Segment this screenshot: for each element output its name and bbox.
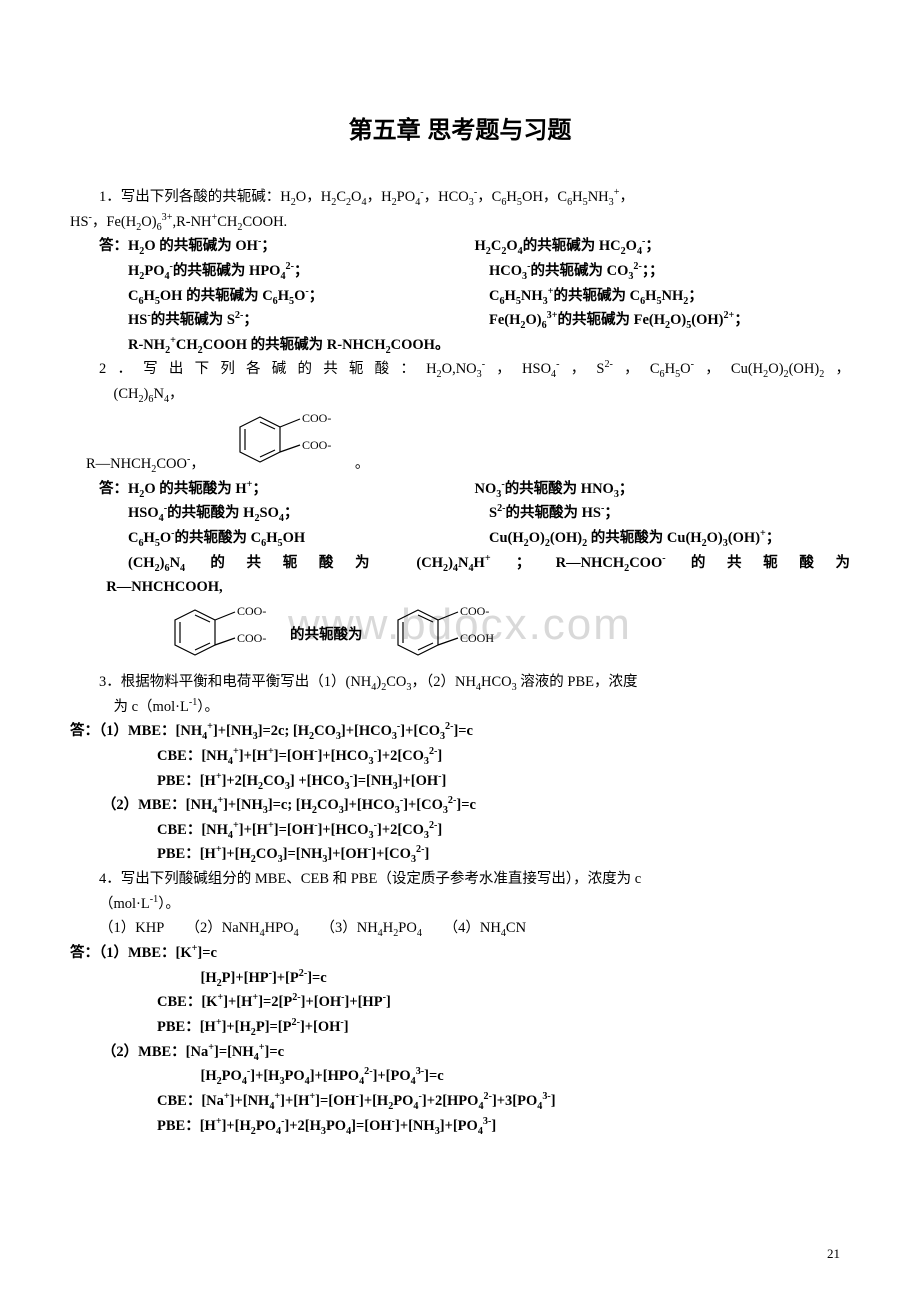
text: H2O 的共轭酸为 H+； [128,481,267,497]
q3-p2-cbe: CBE：[NH4+]+[H+]=[OH-]+[HCO3-]+2[CO32-] [70,818,850,843]
text: S2-的共轭酸为 HS-； [489,501,850,526]
svg-text:COO-: COO- [302,411,331,425]
q3-prompt-line1: 3．根据物料平衡和电荷平衡写出（1）(NH4)2CO3，（2）NH4HCO3 溶… [70,670,850,695]
text: H2O 的共轭碱为 OH-； [128,238,276,254]
text: HS-的共轭碱为 S2-； [128,308,489,333]
text: 。 [355,452,370,477]
document-body: 第五章 思考题与习题 1．写出下列各酸的共轭碱：H2O，H2C2O4，H2PO4… [70,110,850,1138]
q1-ans-row5: R-NH2+CH2COOH 的共轭碱为 R-NHCH2COOH。 [70,333,850,358]
svg-text:COO-: COO- [302,438,331,452]
q2-structure-pair: COO- COO- 的共轭酸为 COO- COOH [70,600,850,670]
q2-structure-row: R―NHCH2COO-， COO- COO- 。 [70,407,850,477]
q4-p1-cbe: CBE：[K+]+[H+]=2[P2-]+[OH-]+[HP-] [70,990,850,1015]
chapter-title: 第五章 思考题与习题 [70,110,850,145]
benzene-dicarboxylate-icon: COO- COO- [150,600,280,670]
q3-p2-pbe: PBE：[H+]+[H2CO3]=[NH3]+[OH-]+[CO32-] [70,842,850,867]
q2-ans-row2: HSO4-的共轭酸为 H2SO4； S2-的共轭酸为 HS-； [70,501,850,526]
q1-ans-row3: C6H5OH 的共轭碱为 C6H5O-； C6H5NH3+的共轭碱为 C6H5N… [70,284,850,309]
q2-ans-row5: R―NHCHCOOH, [70,575,850,600]
text: HCO3-的共轭碱为 CO32-；； [489,259,850,284]
q3-prompt-line2: 为 c（mol·L-1）。 [70,695,850,720]
page-number: 21 [827,1246,840,1262]
q4-prompt-line1: 4．写出下列酸碱组分的 MBE、CEB 和 PBE（设定质子参考水准直接写出），… [70,867,850,892]
q2-prompt-line2: (CH2)6N4， [70,382,850,407]
q4-p1-mbe-a: 答：（1）MBE：[K+]=c [70,941,850,966]
q1-ans-row4: HS-的共轭碱为 S2-； Fe(H2O)63+的共轭碱为 Fe(H2O)5(O… [70,308,850,333]
q3-p2-mbe: （2）MBE：[NH4+]+[NH3]=c; [H2CO3]+[HCO3-]+[… [70,793,850,818]
text: 的共轭酸为 [290,623,363,648]
q3-p1-cbe: CBE：[NH4+]+[H+]=[OH-]+[HCO3-]+2[CO32-] [70,744,850,769]
q4-p2-pbe: PBE：[H+]+[H2PO4-]+2[H3PO4]=[OH-]+[NH3]+[… [70,1114,850,1139]
text: C6H5OH 的共轭碱为 C6H5O-； [128,284,489,309]
answer-label: 答： [99,481,128,497]
q4-p2-cbe: CBE：[Na+]+[NH4+]+[H+]=[OH-]+[H2PO4-]+2[H… [70,1089,850,1114]
q2-ans-row1: 答：H2O 的共轭酸为 H+； NO3-的共轭酸为 HNO3； [70,477,850,502]
q4-p2-mbe-a: （2）MBE：[Na+]=[NH4+]=c [70,1040,850,1065]
text: HSO4-的共轭酸为 H2SO4； [128,501,489,526]
text: Fe(H2O)63+的共轭碱为 Fe(H2O)5(OH)2+； [489,308,850,333]
q2-ans-row3: C6H5O-的共轭酸为 C6H5OH Cu(H2O)2(OH)2 的共轭酸为 C… [70,526,850,551]
q1-prompt-line1: 1．写出下列各酸的共轭碱：H2O，H2C2O4，H2PO4-，HCO3-，C6H… [70,185,850,210]
q4-items: （1）KHP （2）NaNH4HPO4 （3）NH4H2PO4 （4）NH4CN [70,916,850,941]
q1-ans-row1: 答：H2O 的共轭碱为 OH-； H2C2O4的共轭碱为 HC2O4-； [70,234,850,259]
benzene-dicarboxylate-icon: COO- COO- [215,407,345,477]
benzene-carboxy-cooh-icon: COO- COOH [373,600,513,670]
text: Cu(H2O)2(OH)2 的共轭酸为 Cu(H2O)3(OH)+； [489,526,850,551]
q4-p2-mbe-b: [H2PO4-]+[H3PO4]+[HPO42-]+[PO43-]=c [70,1064,850,1089]
svg-text:COO-: COO- [460,604,489,618]
q3-p1-pbe: PBE：[H+]+2[H2CO3] +[HCO3-]=[NH3]+[OH-] [70,769,850,794]
svg-text:COO-: COO- [237,631,266,645]
q2-prompt-line1: 2．写出下列各碱的共轭酸：H2O,NO3-，HSO4-，S2-，C6H5O-，C… [70,357,850,382]
q4-p1-mbe-b: [H2P]+[HP-]+[P2-]=c [70,966,850,991]
text: R―NHCH2COO-， [86,452,205,477]
q4-prompt-line2: （mol·L-1）。 [70,892,850,917]
text: H2C2O4的共轭碱为 HC2O4-； [475,234,851,259]
q1-ans-row2: H2PO4-的共轭碱为 HPO42-； HCO3-的共轭碱为 CO32-；； [70,259,850,284]
text: NO3-的共轭酸为 HNO3； [475,477,851,502]
q1-prompt-line2: HS-，Fe(H2O)63+,R-NH+CH2COOH. [70,210,850,235]
q2-ans-row4: (CH2)6N4 的共轭酸为 (CH2)4N4H+ ； R―NHCH2COO- … [70,551,850,576]
text: C6H5O-的共轭酸为 C6H5OH [128,526,489,551]
svg-text:COOH: COOH [460,631,494,645]
text: H2PO4-的共轭碱为 HPO42-； [128,259,489,284]
svg-text:COO-: COO- [237,604,266,618]
q4-p1-pbe: PBE：[H+]+[H2P]=[P2-]+[OH-] [70,1015,850,1040]
text: C6H5NH3+的共轭碱为 C6H5NH2； [489,284,850,309]
q3-p1-mbe: 答：（1）MBE：[NH4+]+[NH3]=2c; [H2CO3]+[HCO3-… [70,719,850,744]
answer-label: 答： [99,238,128,254]
